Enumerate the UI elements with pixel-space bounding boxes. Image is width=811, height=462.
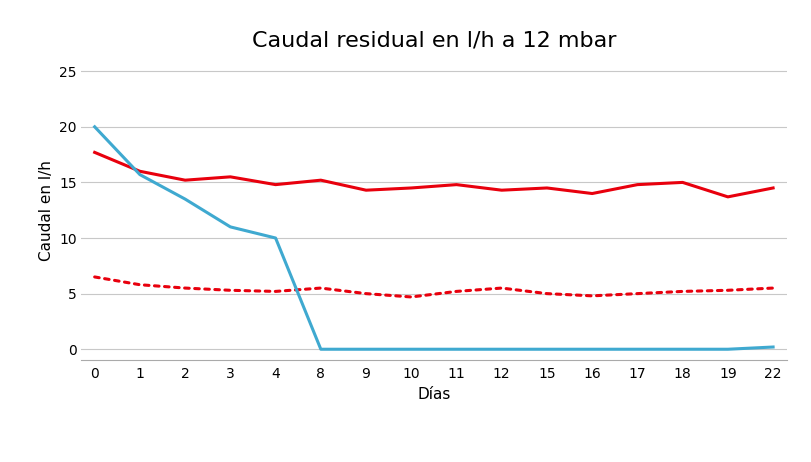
Title: Caudal residual en l/h a 12 mbar: Caudal residual en l/h a 12 mbar (251, 30, 616, 50)
X-axis label: Días: Días (417, 387, 451, 402)
Y-axis label: Caudal en l/h: Caudal en l/h (39, 160, 54, 261)
